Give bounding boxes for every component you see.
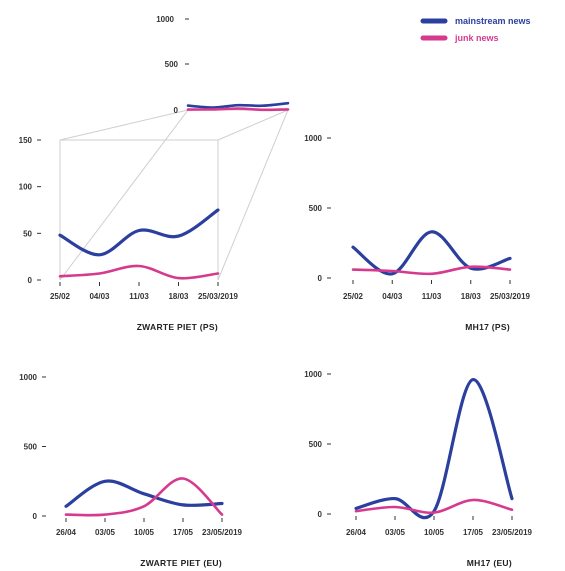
series-line-junk-news (64, 477, 224, 517)
series-line-junk-news (354, 498, 514, 515)
inset-plot (186, 101, 290, 112)
xtick-label: 04/03 (89, 292, 110, 301)
inset-series-line-junk-news (186, 107, 290, 112)
ytick-label: 1000 (304, 370, 322, 379)
xtick-label: 03/05 (385, 528, 406, 537)
xtick-label: 25/02 (50, 292, 71, 301)
xtick-label: 18/03 (461, 292, 482, 301)
xtick-label: 26/04 (56, 528, 77, 537)
panel-title: ZWARTE PIET (PS) (137, 322, 218, 332)
panel-zwarte-piet-ps: 150 100 50 0 25/02 04/03 11/03 18/03 25/03/2019 Z… (19, 136, 239, 332)
ytick-label: 0 (318, 510, 323, 519)
xtick-label: 17/05 (463, 528, 484, 537)
panel-zwarte-piet-eu: 1000 500 0 26/04 03/05 10/05 17/05 23/05/2019 ZW… (19, 373, 242, 568)
panel-mh17-eu: 1000 500 0 26/04 03/05 10/05 17/05 23/05/2019 MH… (304, 370, 532, 568)
legend: mainstream news junk news (420, 16, 531, 43)
ytick-label: 500 (309, 440, 323, 449)
ytick-label: 0 (318, 274, 323, 283)
series-line-mainstream-news (64, 479, 224, 508)
legend-label-junk: junk news (454, 33, 499, 43)
ytick-label: 150 (19, 136, 33, 145)
inset-ytick-1000: 1000 (156, 15, 174, 24)
xtick-label: 10/05 (134, 528, 155, 537)
xtick-label: 11/03 (129, 292, 149, 301)
xtick-label: 04/03 (382, 292, 403, 301)
xtick-label: 17/05 (173, 528, 194, 537)
ytick-label: 0 (33, 512, 38, 521)
inset-series-line-mainstream-news (186, 101, 290, 109)
xtick-label: 23/05/2019 (492, 528, 533, 537)
series-line-junk-news (58, 264, 220, 280)
ytick-label: 0 (28, 276, 33, 285)
xtick-label: 26/04 (346, 528, 367, 537)
inset-ytick-500: 500 (165, 60, 179, 69)
xtick-label: 25/02 (343, 292, 364, 301)
xtick-label: 11/03 (422, 292, 442, 301)
ytick-label: 1000 (19, 373, 37, 382)
panel-title: MH17 (EU) (467, 558, 512, 568)
ytick-label: 500 (309, 204, 323, 213)
panel-title: MH17 (PS) (465, 322, 510, 332)
xtick-label: 18/03 (168, 292, 189, 301)
xtick-label: 03/05 (95, 528, 116, 537)
xtick-label: 23/05/2019 (202, 528, 243, 537)
ytick-label: 500 (24, 443, 38, 452)
xtick-label: 10/05 (424, 528, 445, 537)
inset-ytick-0: 0 (174, 106, 179, 115)
series-line-junk-news (351, 265, 512, 276)
inset-axis: 1000 500 0 (156, 15, 189, 115)
xtick-label: 25/03/2019 (198, 292, 239, 301)
panel-title: ZWARTE PIET (EU) (140, 558, 222, 568)
series-line-mainstream-news (354, 378, 514, 520)
panel-mh17-ps: 1000 500 0 25/02 04/03 11/03 18/03 25/03/2019 MH… (304, 134, 530, 332)
ytick-label: 100 (19, 183, 33, 192)
series-line-mainstream-news (58, 208, 220, 257)
ytick-label: 1000 (304, 134, 322, 143)
ytick-label: 50 (23, 229, 32, 238)
xtick-label: 25/03/2019 (490, 292, 531, 301)
legend-label-mainstream: mainstream news (455, 16, 531, 26)
